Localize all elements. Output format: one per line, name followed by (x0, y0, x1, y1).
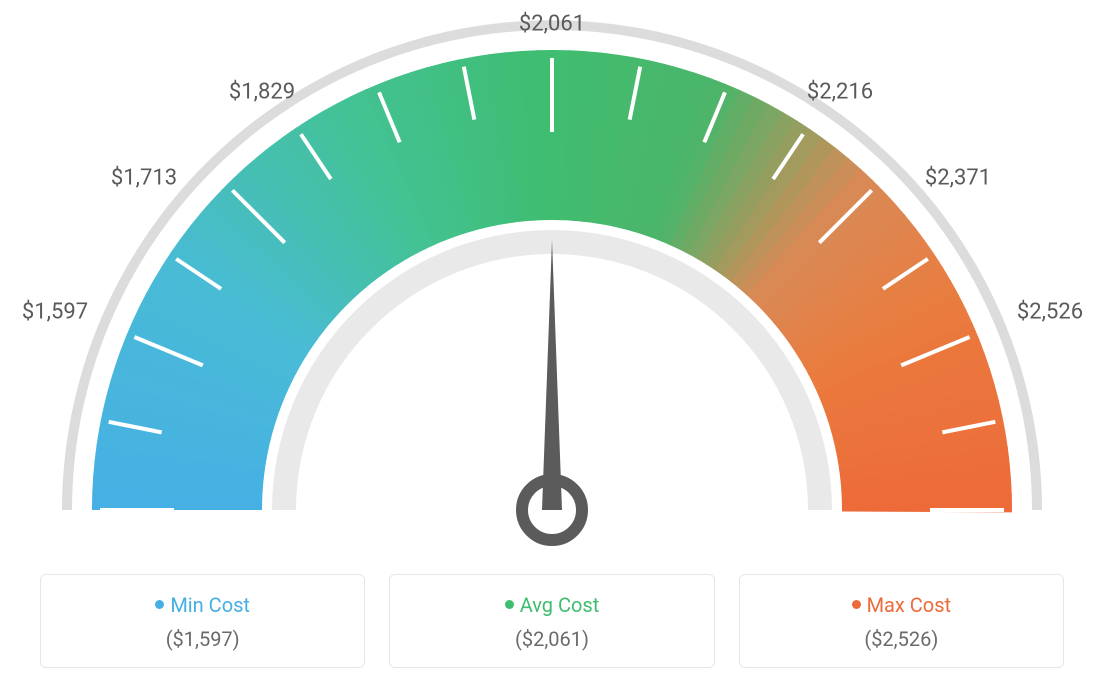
legend-label-avg: Avg Cost (520, 593, 600, 617)
gauge-tick-label: $2,061 (519, 12, 585, 37)
gauge-tick-label: $1,829 (229, 80, 295, 105)
legend-value-min: ($1,597) (53, 627, 352, 651)
legend-value-max: ($2,526) (752, 627, 1051, 651)
gauge-svg (0, 0, 1104, 560)
dot-icon (505, 600, 514, 609)
legend-label-min: Min Cost (170, 593, 250, 617)
dot-icon (155, 600, 164, 609)
gauge-tick-label: $2,216 (807, 80, 873, 105)
dot-icon (852, 600, 861, 609)
legend-title-min: Min Cost (53, 593, 352, 617)
gauge-tick-label: $2,371 (925, 166, 991, 191)
legend-card-max: Max Cost ($2,526) (739, 574, 1064, 668)
gauge-chart: $1,597 $1,713 $1,829 $2,061 $2,216 $2,371 $2,5… (0, 0, 1104, 560)
legend-card-avg: Avg Cost ($2,061) (389, 574, 714, 668)
legend-row: Min Cost ($1,597) Avg Cost ($2,061) Max … (40, 574, 1064, 668)
gauge-tick-label: $1,597 (22, 300, 88, 325)
legend-card-min: Min Cost ($1,597) (40, 574, 365, 668)
legend-title-max: Max Cost (752, 593, 1051, 617)
gauge-tick-label: $2,526 (1017, 300, 1083, 325)
gauge-tick-label: $1,713 (111, 166, 177, 191)
legend-label-max: Max Cost (867, 593, 952, 617)
legend-title-avg: Avg Cost (402, 593, 701, 617)
legend-value-avg: ($2,061) (402, 627, 701, 651)
